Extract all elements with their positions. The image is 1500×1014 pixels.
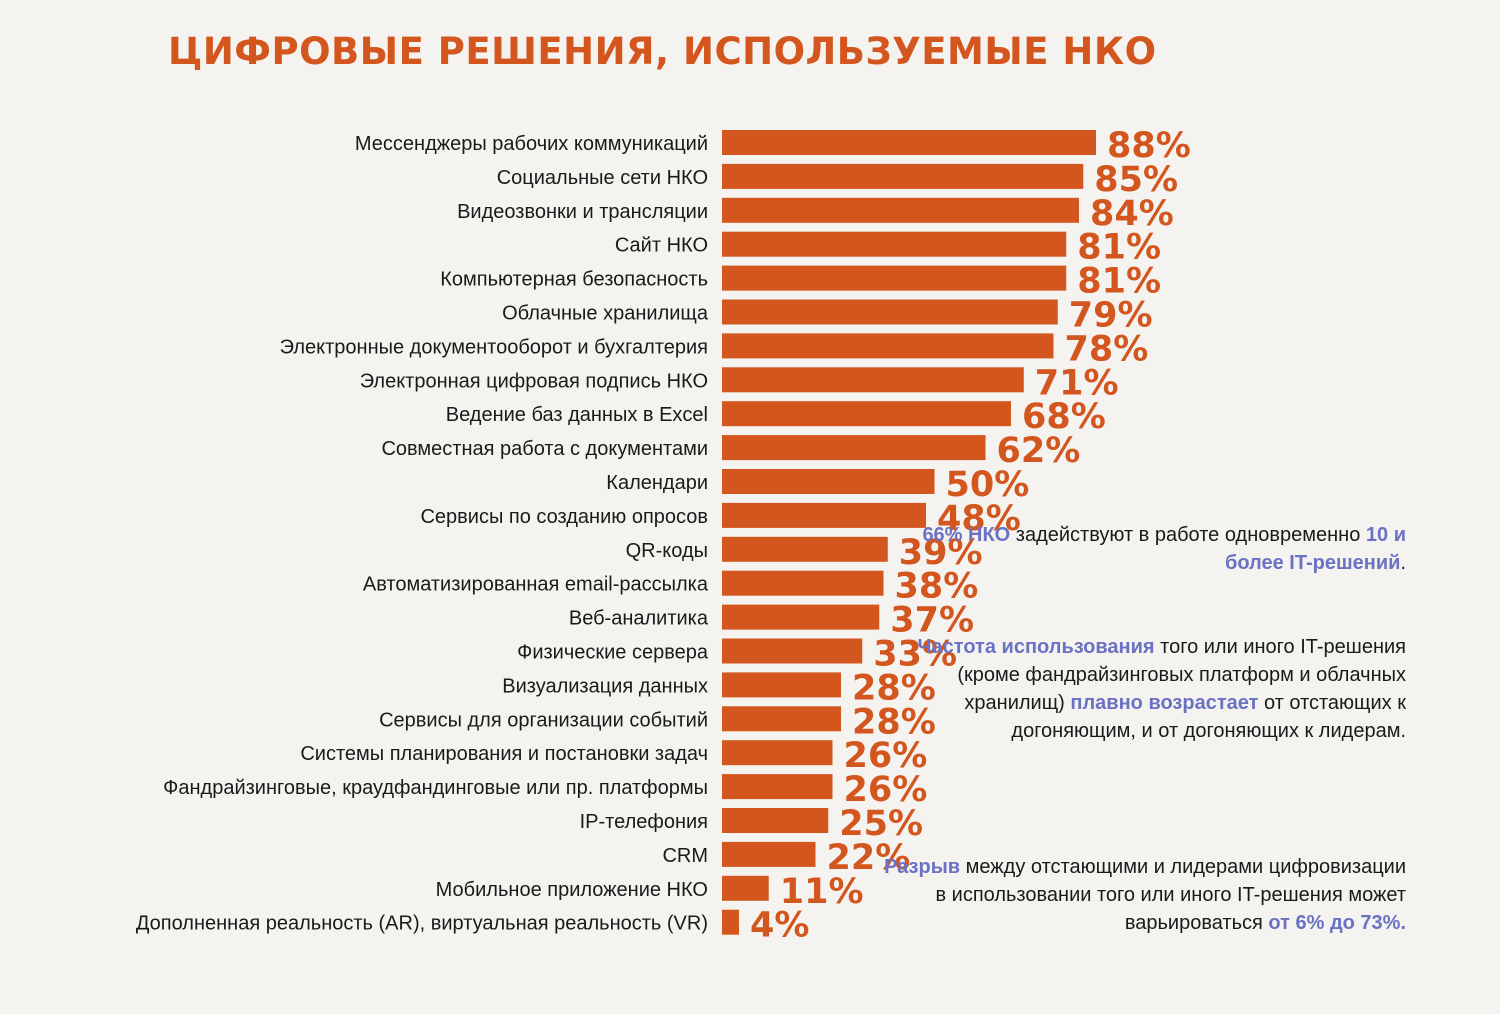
value-label: 84% xyxy=(1090,194,1174,234)
value-label: 81% xyxy=(1077,262,1161,302)
value-label: 4% xyxy=(750,906,809,946)
bar xyxy=(722,841,816,867)
bar xyxy=(722,740,833,766)
bar xyxy=(722,333,1054,359)
value-label: 26% xyxy=(844,736,928,776)
note-highlight: Разрыв xyxy=(884,856,961,878)
category-label: Видеозвонки и трансляции xyxy=(457,201,708,223)
note-text: от отстающих к догоняющим, и от догоняющ… xyxy=(1011,692,1406,742)
category-label: Облачные хранилища xyxy=(502,303,709,325)
category-label: Фандрайзинговые, краудфандинговые или пр… xyxy=(163,777,708,799)
bar xyxy=(722,672,841,698)
bar xyxy=(722,231,1067,257)
bar xyxy=(722,299,1058,325)
value-label: 68% xyxy=(1022,397,1106,437)
value-label: 37% xyxy=(890,601,974,641)
bar xyxy=(722,909,739,935)
category-label: Совместная работа с документами xyxy=(381,438,708,460)
bar xyxy=(722,706,841,732)
note-text: того или иного IT-решения (кроме фандрай… xyxy=(957,636,1406,714)
bar xyxy=(722,536,888,562)
value-label: 81% xyxy=(1077,228,1161,268)
category-label: Системы планирования и постановки задач xyxy=(300,743,708,765)
bar xyxy=(722,502,926,528)
value-label: 85% xyxy=(1094,160,1178,200)
category-label: Электронные документооборот и бухгалтери… xyxy=(280,336,708,358)
bar xyxy=(722,130,1096,155)
value-label: 48% xyxy=(937,499,1021,539)
value-label: 78% xyxy=(1065,329,1149,369)
category-label: Ведение баз данных в Excel xyxy=(446,404,708,426)
note-highlight: от 6% до 73%. xyxy=(1268,912,1406,934)
value-label: 62% xyxy=(997,431,1081,471)
category-label: Дополненная реальность (AR), виртуальная… xyxy=(136,913,708,935)
category-label: CRM xyxy=(662,845,708,867)
value-label: 50% xyxy=(946,465,1030,505)
value-label: 38% xyxy=(895,567,979,607)
value-label: 28% xyxy=(852,702,936,742)
bar xyxy=(722,367,1024,393)
category-label: Электронная цифровая подпись НКО xyxy=(360,370,708,392)
bar xyxy=(722,808,829,833)
value-label: 22% xyxy=(827,838,911,878)
bar xyxy=(722,875,769,901)
bar xyxy=(722,638,863,664)
note-highlight: Частота использования xyxy=(917,636,1155,658)
value-label: 39% xyxy=(899,533,983,573)
bar xyxy=(722,265,1067,291)
note-highlight: плавно возрастает xyxy=(1070,692,1259,714)
category-label: Мессенджеры рабочих коммуникаций xyxy=(355,133,708,155)
category-label: Автоматизированная email-рассылка xyxy=(363,574,709,596)
category-label: IP-телефония xyxy=(580,811,708,833)
note-text: задействуют в работе одновременно xyxy=(1010,524,1366,546)
note-multiple-solutions: 66% НКО задействуют в работе одновременн… xyxy=(900,521,1406,577)
value-label: 88% xyxy=(1107,126,1191,166)
category-label: Веб-аналитика xyxy=(569,608,709,630)
category-label: Сайт НКО xyxy=(615,235,708,257)
value-label: 79% xyxy=(1069,296,1153,336)
bar xyxy=(722,435,986,461)
value-label: 71% xyxy=(1035,363,1119,403)
note-highlight: 10 и более IT-решений xyxy=(1224,524,1406,574)
category-label: Визуализация данных xyxy=(502,675,708,697)
bar xyxy=(722,197,1079,223)
note-highlight: 66% НКО xyxy=(922,524,1011,546)
bar xyxy=(722,163,1084,189)
value-label: 25% xyxy=(839,804,923,844)
category-label: Календари xyxy=(606,472,708,494)
category-label: QR-коды xyxy=(626,540,708,562)
note-text: между отстающими и лидерами цифровизации… xyxy=(935,856,1406,934)
value-label: 11% xyxy=(780,872,864,912)
chart-title: ЦИФРОВЫЕ РЕШЕНИЯ, ИСПОЛЬЗУЕМЫЕ НКО xyxy=(168,30,1157,73)
note-text: . xyxy=(1400,552,1406,574)
value-label: 28% xyxy=(852,668,936,708)
category-label: Сервисы по созданию опросов xyxy=(420,506,708,528)
value-label: 33% xyxy=(873,635,957,675)
category-label: Мобильное приложение НКО xyxy=(436,879,708,901)
value-label: 26% xyxy=(844,770,928,810)
bar xyxy=(722,604,880,630)
category-label: Компьютерная безопасность xyxy=(440,269,708,291)
category-label: Физические сервера xyxy=(517,642,709,664)
note-gap: Разрыв между отстающими и лидерами цифро… xyxy=(880,853,1406,937)
category-label: Социальные сети НКО xyxy=(497,167,708,189)
bar xyxy=(722,401,1011,427)
category-label: Сервисы для организации событий xyxy=(379,709,708,731)
bar xyxy=(722,469,935,494)
bar xyxy=(722,570,884,596)
note-usage-frequency: Частота использования того или иного IT-… xyxy=(900,633,1407,745)
bar xyxy=(722,774,833,800)
